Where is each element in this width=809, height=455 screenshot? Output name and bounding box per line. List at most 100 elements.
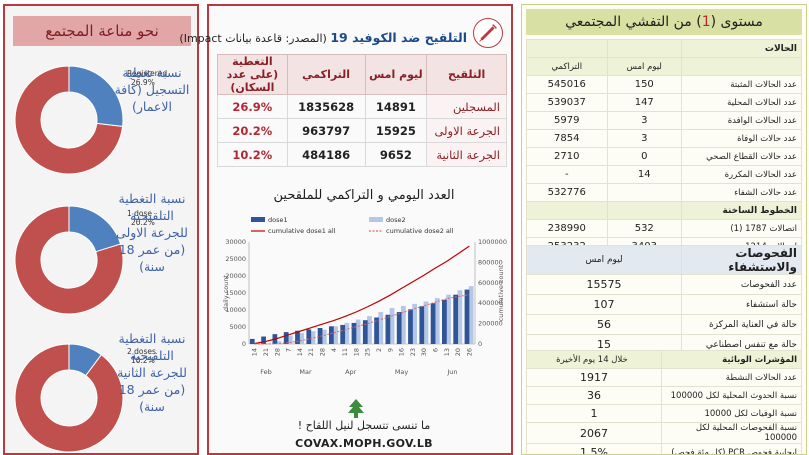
cedar-logo-icon [348, 399, 364, 418]
row-cumulative: 7854 [526, 129, 608, 148]
covax-link[interactable]: COVAX.MOPH.GOV.LB [295, 437, 433, 450]
row-value: 1 [526, 404, 662, 423]
table-row: نسبة الفحوصات المحلية لكل 100000 2067 [526, 422, 802, 444]
row-cumulative: 484186 [286, 142, 366, 167]
bar-dose2 [321, 329, 327, 344]
donut-legend-value: 20.2% [131, 218, 155, 227]
bar-dose1 [261, 336, 266, 344]
table-row: حالة في العناية المركزة 56 [526, 314, 802, 335]
x-tick-label: 28 [318, 348, 326, 356]
outbreak-level-header: مستوى (1) من التفشي المجتمعي [526, 9, 802, 35]
epi-section-header: المؤشرات الوبائية خلال 14 يوم الأخيرة [526, 350, 802, 369]
vaccination-title-source: (المصدر: قاعدة بيانات Impact) [179, 32, 327, 45]
bar-dose2 [457, 290, 463, 344]
epi-section-title: المؤشرات الوبائية [661, 350, 802, 369]
table-row: عدد الحالات المكررة 14- [526, 165, 802, 184]
x-tick-label: 18 [352, 348, 360, 356]
row-cumulative: 238990 [526, 219, 608, 238]
donut-legend-name: 2 doses [127, 347, 156, 356]
outbreak-header-pre: مستوى ( [710, 14, 763, 30]
y2-tick-label: 800000 [478, 258, 503, 266]
row-coverage: 26.9% [217, 94, 288, 119]
table-row: الجرعة الاولى 15925 963797 20.2% [217, 118, 507, 143]
x-tick-label: 14 [251, 348, 259, 356]
hotlines-section-title: الخطوط الساخنة [681, 201, 802, 220]
col-cumulative: التراكمي [526, 57, 608, 76]
vaccination-title-main: التلقيح ضد الكوفيد 19 [330, 30, 467, 45]
bar-dose2 [412, 303, 418, 344]
bar-dose2 [389, 307, 395, 344]
row-yesterday: 15925 [364, 118, 428, 143]
bar-dose1 [306, 329, 312, 344]
month-label: Apr [345, 368, 357, 376]
y-tick-label: 15000 [225, 289, 246, 297]
table-row: عدد الحالات النشطة 1917 [526, 368, 802, 387]
col-yesterday: ليوم امس [526, 245, 682, 275]
row-coverage: 10.2% [217, 142, 288, 167]
cases-table: الحالات ليوم امس التراكمي عدد الحالات ال… [526, 39, 802, 256]
table-row: حالة استشفاء 107 [526, 294, 802, 315]
bar-dose2 [299, 333, 305, 344]
row-name: نسبة الفحوصات المحلية لكل 100000 [661, 422, 802, 444]
y2-axis-label: cumulative count [497, 264, 505, 321]
bar-dose2 [446, 294, 451, 344]
bar-dose2 [333, 326, 338, 344]
line-cumulative-dose2 [254, 294, 470, 345]
bar-dose1 [329, 326, 334, 344]
table-row: عدد حالات القطاع الصحي 0 2710 [526, 147, 802, 166]
community-immunity-panel: نحو مناعة المجتمع Registered 26.9% نسبة ت… [3, 4, 199, 455]
table-row: المسجلين 14891 1835628 26.9% [217, 94, 507, 119]
row-name: عدد الحالات المثبتة [681, 75, 802, 94]
outbreak-panel: مستوى (1) من التفشي المجتمعي الحالات ليو… [521, 4, 807, 455]
table-row: عدد الحالات المحلية 147 539037 [526, 93, 802, 112]
row-cumulative: 5979 [526, 111, 608, 130]
donut-slice-covered [68, 343, 102, 377]
col-cumulative: التراكمي [286, 54, 366, 95]
y2-tick-label: 1000000 [478, 238, 507, 246]
y2-tick-label: 0 [478, 340, 482, 348]
table-row: الجرعة الثانية 9652 484186 10.2% [217, 142, 507, 167]
bar-dose1 [464, 289, 470, 344]
legend-label: cumulative dose1 all [268, 227, 336, 235]
bar-dose2 [367, 316, 372, 344]
row-value: 15 [526, 334, 682, 355]
bar-dose2 [276, 341, 282, 344]
bar-dose1 [408, 309, 413, 344]
month-label: Feb [260, 368, 272, 376]
donut-legend-name: 1 dose [127, 209, 152, 218]
legend-swatch [369, 217, 383, 222]
table-row: نسبة الوفيات لكل 10000 1 [526, 404, 802, 423]
x-tick-label: 26 [465, 348, 473, 356]
tests-table: الفحوصات والاستشفاء ليوم امس عدد الفحوصا… [526, 245, 802, 355]
bar-dose2 [378, 312, 384, 344]
row-name: الجرعة الاولى [426, 118, 507, 143]
row-yesterday: 3 [606, 129, 683, 148]
bar-dose1 [430, 303, 436, 344]
outbreak-header-post: ) من التفشي المجتمعي [565, 14, 702, 30]
donut-slice-remaining [14, 205, 124, 315]
y2-tick-label: 400000 [478, 299, 503, 307]
y-tick-label: 5000 [229, 323, 246, 331]
bar-dose1 [249, 338, 255, 344]
col-vaccination: التلقيح [426, 54, 507, 95]
row-yesterday: 150 [606, 75, 683, 94]
table-row: عدد حالات الشفاء 532776 [526, 183, 802, 202]
x-tick-label: 20 [454, 348, 462, 356]
daily-cumulative-chart-title: العدد اليومي و التراكمي للملقحين [273, 188, 455, 203]
x-tick-label: 30 [420, 348, 428, 356]
row-cumulative: 539037 [526, 93, 608, 112]
vaccination-panel: التلقيح ضد الكوفيد 19 (المصدر: قاعدة بيا… [179, 4, 513, 455]
row-name: عدد الحالات النشطة [661, 368, 802, 387]
row-value: 36 [526, 386, 662, 405]
row-name: المسجلين [426, 94, 507, 119]
y-tick-label: 25000 [225, 255, 246, 263]
y2-tick-label: 600000 [478, 279, 503, 287]
tests-section-header: الفحوصات والاستشفاء ليوم امس [526, 245, 802, 275]
bar-dose1 [385, 314, 391, 344]
bar-dose2 [468, 286, 474, 344]
tests-section-title: الفحوصات والاستشفاء [681, 245, 802, 275]
table-row: عدد حالات الوفاة 3 7854 [526, 129, 802, 148]
row-cumulative: 1835628 [286, 94, 366, 119]
x-tick-label: 28 [273, 348, 281, 356]
